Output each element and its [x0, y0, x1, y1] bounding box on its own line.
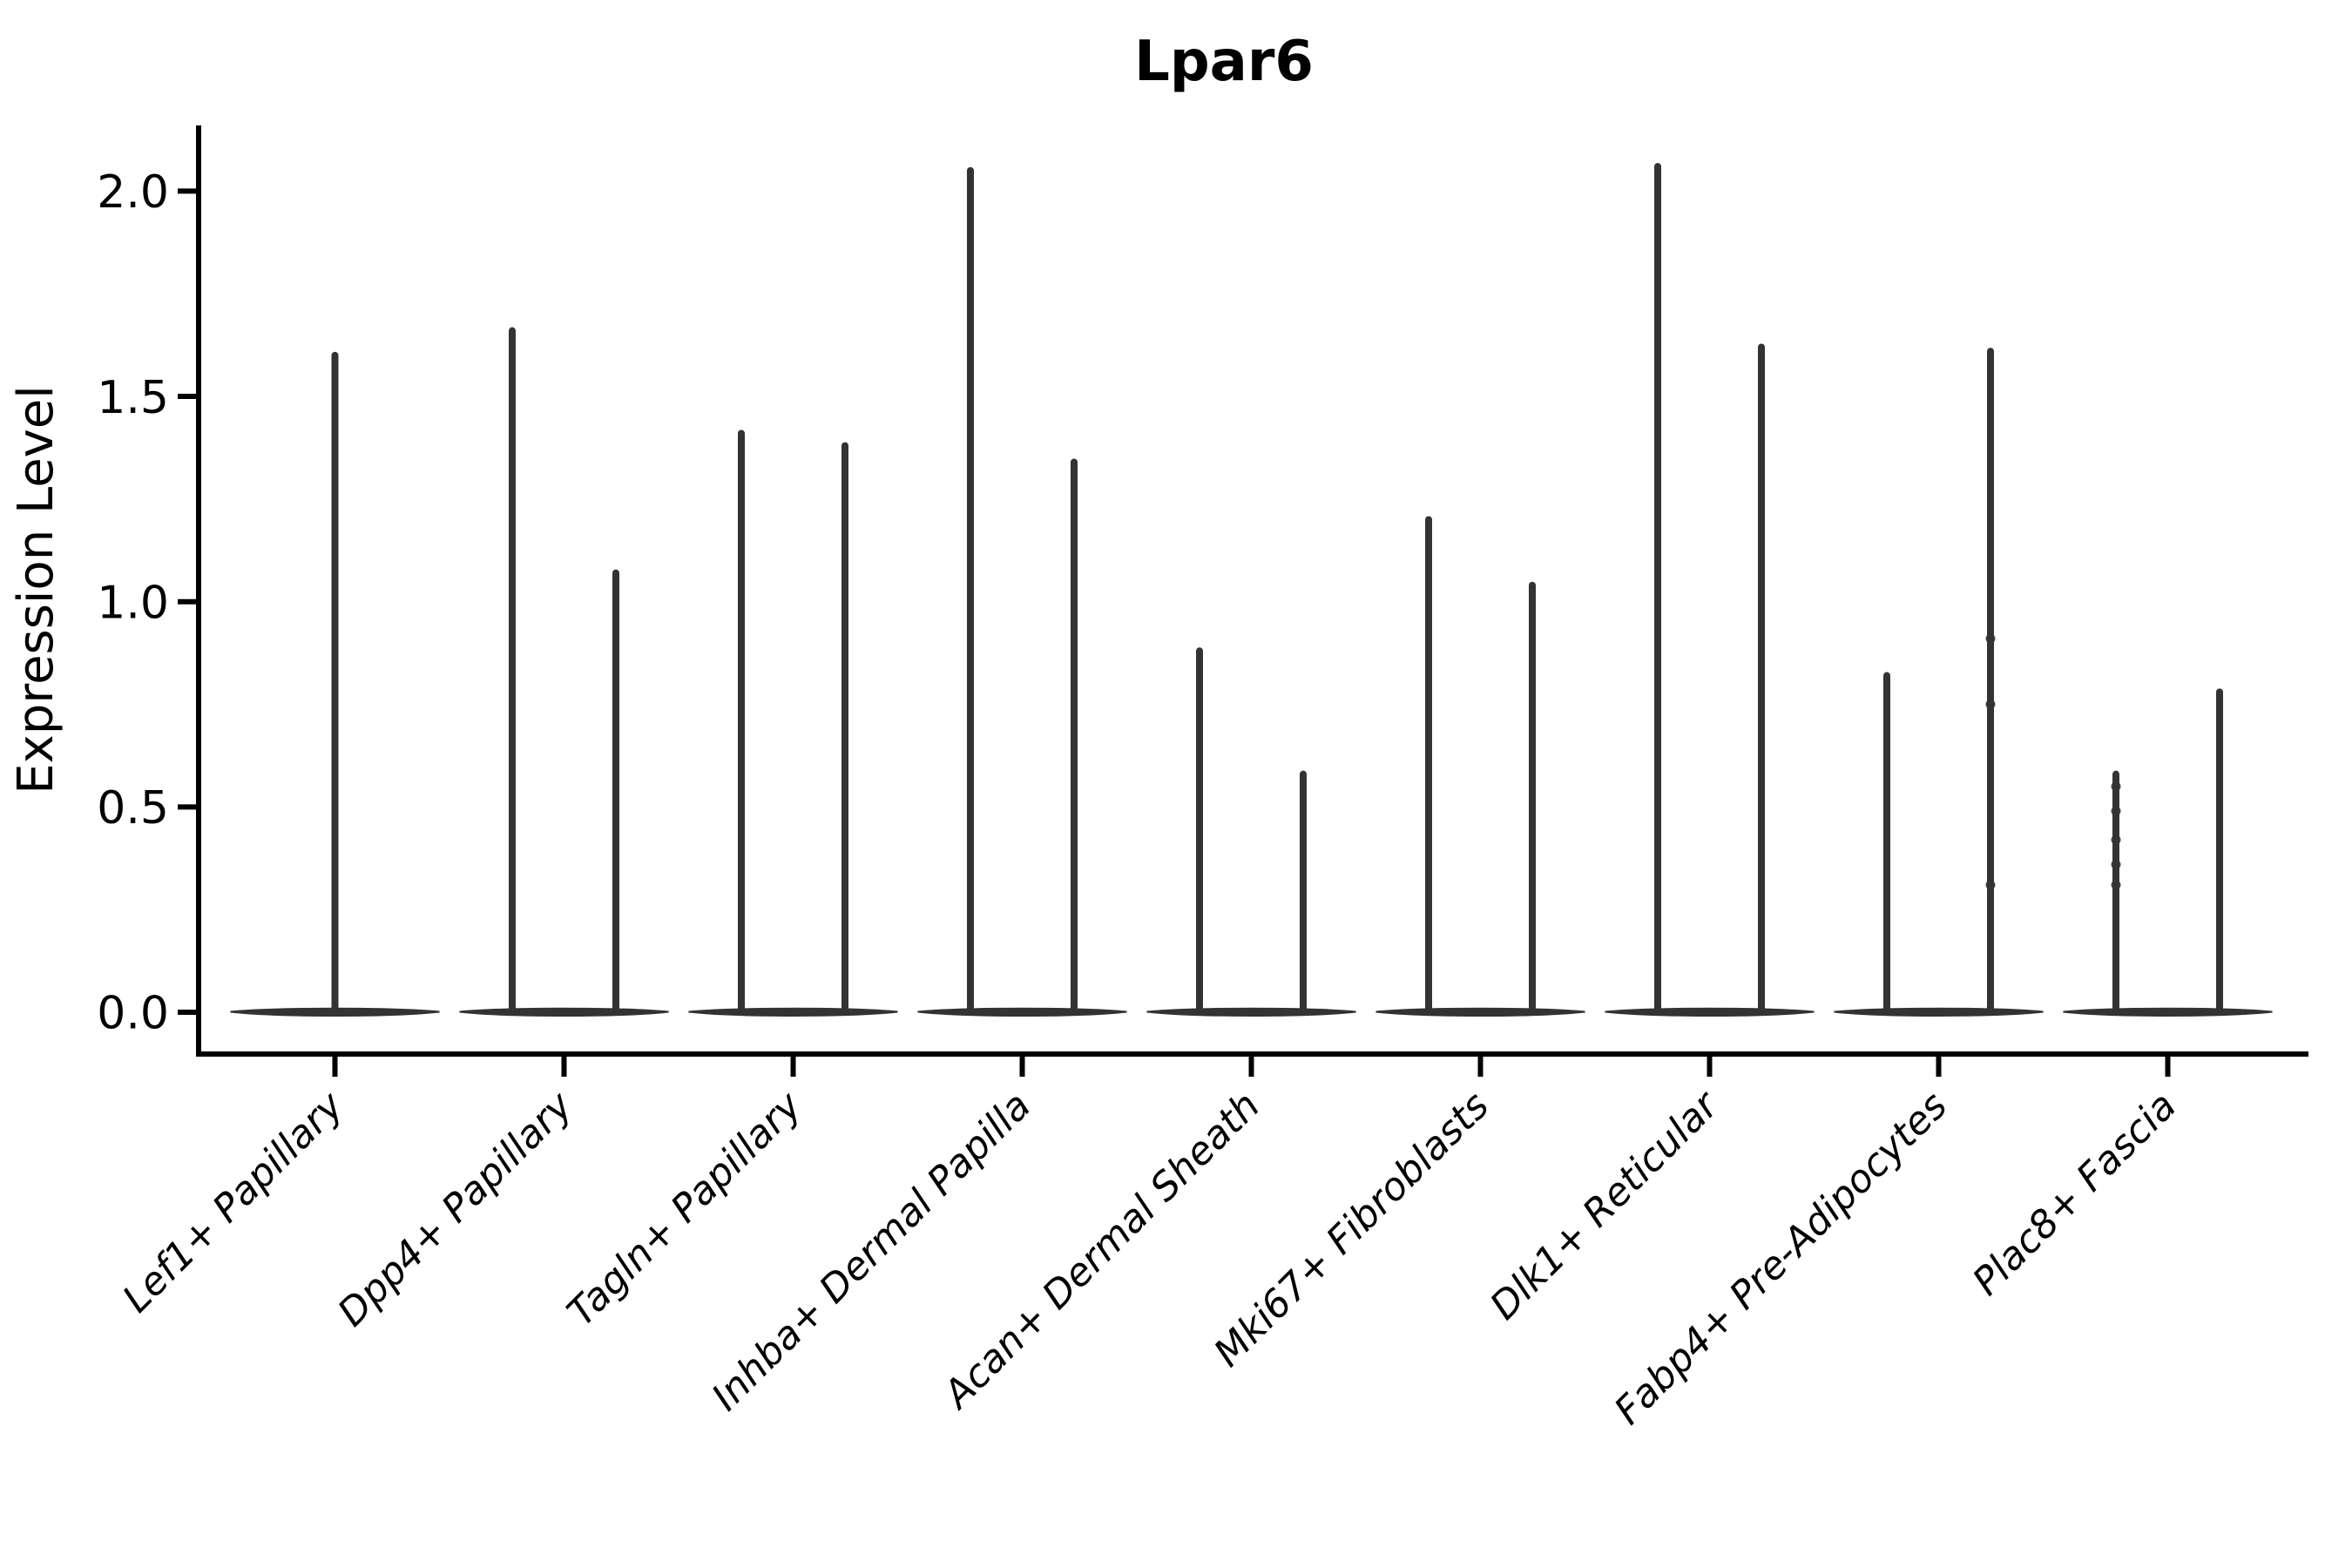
violin-baseline-6	[1605, 1007, 1815, 1017]
violin-baseline-5	[1375, 1007, 1585, 1017]
violin-dot-8-0-2	[2111, 835, 2121, 845]
violin-dot-8-0-1	[2111, 806, 2121, 816]
y-tick-label-4: 2.0	[97, 166, 169, 219]
violin-baseline-1	[459, 1007, 669, 1017]
x-tick-label-6: Dlk1+ Reticular	[1482, 1082, 1728, 1328]
x-tick-label-8: Plac8+ Fascia	[1964, 1084, 2185, 1304]
violin-dot-7-1-0	[1985, 633, 1996, 644]
y-tick-label-3: 1.5	[97, 372, 169, 424]
violin-dot-7-1-2	[1985, 880, 1996, 890]
violin-baseline-3	[917, 1007, 1127, 1017]
y-tick-label-1: 0.5	[97, 782, 169, 835]
violin-dot-8-0-3	[2111, 859, 2121, 869]
x-tick-label-2: Tagln+ Papillary	[559, 1083, 811, 1335]
y-tick-label-0: 0.0	[97, 988, 169, 1040]
chart-title: Lpar6	[1134, 30, 1314, 94]
x-tick-label-0: Lef1+ Papillary	[114, 1083, 353, 1321]
violin-baseline-4	[1146, 1007, 1356, 1017]
violin-baseline-2	[688, 1007, 898, 1017]
violin-baseline-8	[2063, 1007, 2273, 1017]
violins	[230, 163, 2273, 1017]
violin-dot-8-0-0	[2111, 781, 2121, 792]
violin-dot-8-0-4	[2111, 880, 2121, 890]
x-tick-label-1: Dpp4+ Papillary	[329, 1083, 582, 1335]
y-tick-label-2: 1.0	[97, 577, 169, 629]
violin-dot-7-1-1	[1985, 700, 1996, 710]
y-axis-label: Expression Level	[8, 385, 64, 794]
violin-baseline-7	[1834, 1007, 2044, 1017]
